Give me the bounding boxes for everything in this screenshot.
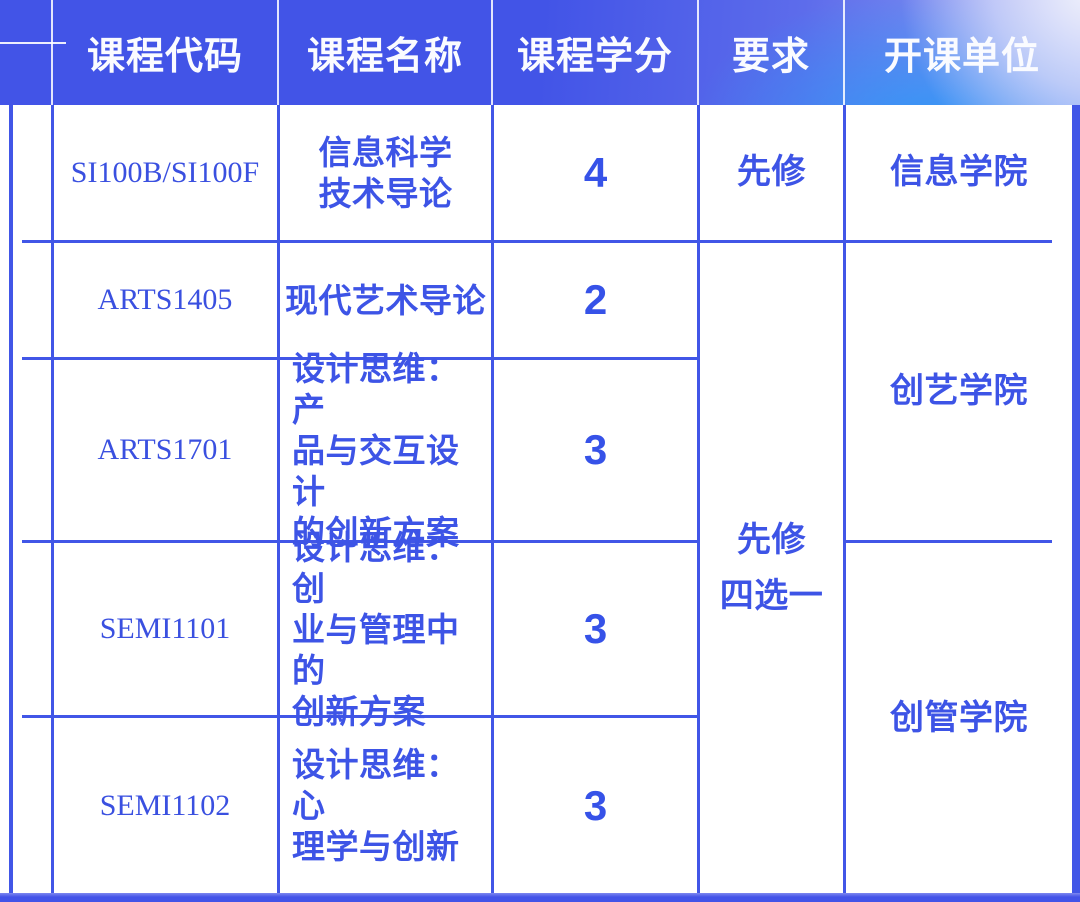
- cell-credits-si100: 4: [583, 148, 608, 196]
- cell-requirement-merged: 先修 四选一: [719, 521, 824, 615]
- header-requirement: 要求: [698, 0, 844, 105]
- header-label: 课程名称: [306, 36, 463, 78]
- cell-code-arts1405: ARTS1405: [97, 283, 233, 316]
- header-separator: [277, 0, 279, 105]
- grid-vline-outer-right: [1072, 105, 1080, 893]
- grid-hline-row4: [22, 715, 700, 718]
- cell-requirement-row1: 先修: [737, 153, 806, 191]
- grid-vline: [697, 105, 700, 893]
- cell-name-arts1701: 设计思维：产 品与交互设计 的创新方案: [292, 349, 460, 551]
- header-label: 要求: [731, 36, 810, 78]
- header-label: 开课单位: [883, 36, 1040, 78]
- header-left-notch-line: [0, 42, 66, 44]
- header-course-name: 课程名称: [278, 0, 492, 105]
- cell-name-arts1405: 现代艺术导论: [285, 281, 486, 319]
- grid-vline: [843, 105, 846, 893]
- bottom-border-bar: [0, 893, 1080, 902]
- header-separator: [491, 0, 493, 105]
- grid-vline: [277, 105, 280, 893]
- header-label: 课程代码: [86, 36, 243, 78]
- table-header-row: 课程代码 课程名称 课程学分 要求 开课单位: [0, 0, 1080, 105]
- grid-vline-outer-left: [9, 105, 13, 893]
- cell-unit-merged-top: 创艺学院: [890, 372, 1028, 410]
- cell-credits-semi1102: 3: [583, 781, 608, 829]
- header-separator: [51, 0, 53, 105]
- header-separator: [843, 0, 845, 105]
- cell-code-arts1701: ARTS1701: [97, 433, 233, 466]
- cell-code-semi1102: SEMI1102: [99, 788, 231, 822]
- grid-hline-row3-left: [22, 540, 700, 543]
- header-offering-unit: 开课单位: [844, 0, 1080, 105]
- cell-credits-arts1701: 3: [583, 426, 608, 473]
- cell-name-si100: 信息科学 技术导论: [318, 133, 453, 212]
- header-course-credits: 课程学分: [492, 0, 698, 105]
- grid-hline-row2: [22, 357, 700, 360]
- cell-unit-merged-bottom: 创管学院: [890, 698, 1028, 737]
- cell-credits-arts1405: 2: [583, 276, 608, 323]
- cell-name-semi1101: 设计思维：创 业与管理中的 创新方案: [292, 528, 460, 730]
- header-course-code: 课程代码: [52, 0, 278, 105]
- cell-unit-row1: 信息学院: [890, 153, 1028, 191]
- grid-vline: [491, 105, 494, 893]
- cell-credits-semi1101: 3: [583, 605, 608, 652]
- grid-hline-row3-right: [843, 540, 1052, 543]
- header-separator: [697, 0, 699, 105]
- grid-hline-row1: [22, 240, 1052, 243]
- cell-code-semi1101: SEMI1101: [99, 612, 231, 645]
- cell-code-si100: SI100B/SI100F: [70, 155, 260, 189]
- cell-name-semi1102: 设计思维：心 理学与创新: [292, 746, 460, 865]
- header-label: 课程学分: [516, 36, 673, 78]
- grid-vline: [51, 105, 54, 893]
